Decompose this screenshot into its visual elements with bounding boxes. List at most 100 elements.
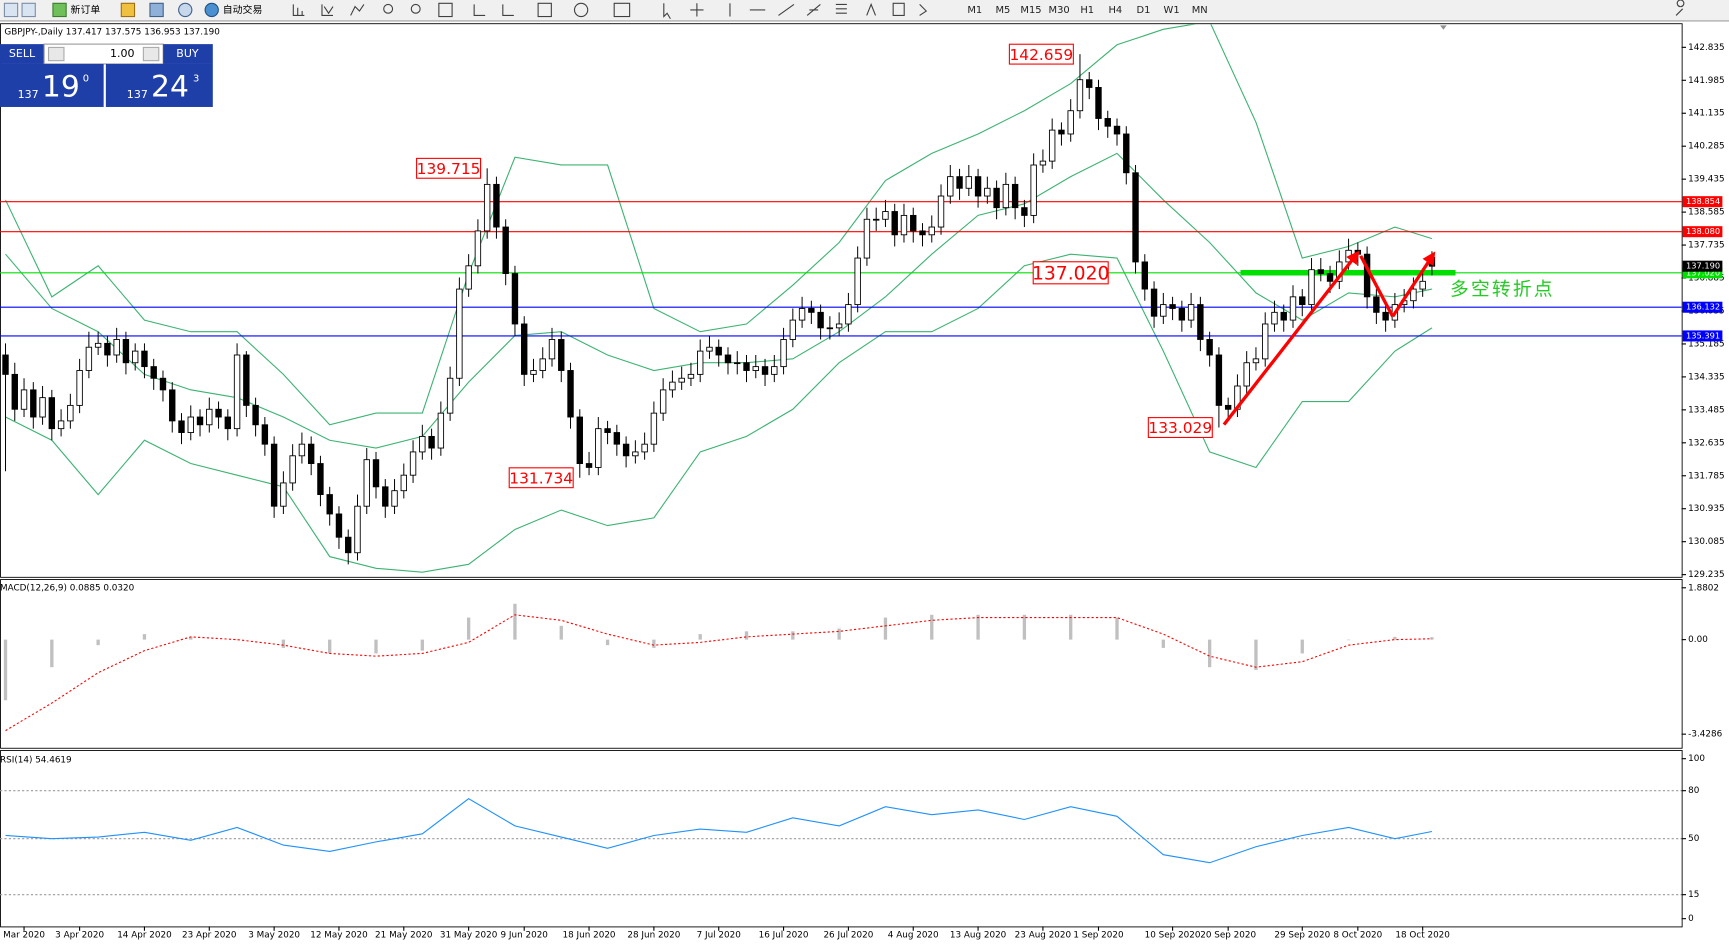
price-big-figure: 137 <box>127 88 148 101</box>
tool-icon[interactable] <box>3 2 19 18</box>
candle-body <box>233 354 241 430</box>
timeframe-button[interactable]: MN <box>1192 5 1208 16</box>
macd-bar <box>883 617 888 640</box>
label-icon[interactable] <box>892 2 905 16</box>
crosshair-icon[interactable] <box>690 3 704 17</box>
candle-body <box>493 183 500 228</box>
fibo-icon[interactable] <box>835 3 847 14</box>
y-tick-label: 141.985 <box>1688 76 1724 86</box>
timeframe-button[interactable]: H4 <box>1108 5 1122 16</box>
candle-body <box>1067 110 1074 135</box>
y-tick-label: 134.335 <box>1688 372 1724 382</box>
macd-bar <box>420 639 424 651</box>
tile-icon[interactable] <box>438 2 453 18</box>
candle-body <box>1224 404 1232 410</box>
price-label-box <box>508 467 574 489</box>
new-order-button[interactable]: 新订单 <box>52 2 100 18</box>
x-tick-label: 16 Jul 2020 <box>759 931 809 941</box>
candle-body <box>743 362 750 371</box>
timeframe-button[interactable]: M5 <box>995 5 1010 16</box>
candle-body <box>1373 296 1380 313</box>
candle-body <box>1039 160 1047 166</box>
macd-plot <box>3 603 1434 732</box>
macd-bar <box>466 617 471 640</box>
lots-down[interactable] <box>47 46 65 62</box>
auto-trading-button[interactable]: 自动交易 <box>204 2 262 18</box>
candle-body <box>650 412 658 445</box>
y-tick-label: 100 <box>1688 754 1705 764</box>
shift-icon[interactable] <box>502 4 514 16</box>
candle-body <box>659 389 667 414</box>
buy-button[interactable] <box>163 44 213 64</box>
timeframe-button[interactable]: D1 <box>1137 5 1151 16</box>
candle-body <box>307 443 315 464</box>
timeframe-button[interactable]: W1 <box>1164 5 1180 16</box>
timeframe-button[interactable]: M30 <box>1049 5 1070 16</box>
candle-body <box>947 176 954 197</box>
candle-body <box>1243 362 1250 387</box>
macd-bar <box>1207 639 1212 668</box>
timeframe-button[interactable]: H1 <box>1080 5 1094 16</box>
zoom-in-icon[interactable] <box>383 3 394 14</box>
x-tick-label: 3 Apr 2020 <box>55 931 104 941</box>
macd-signal <box>5 614 1432 732</box>
zoom-out-icon[interactable] <box>410 3 421 14</box>
buy-price-box[interactable] <box>105 63 213 107</box>
templates-icon[interactable] <box>613 2 631 18</box>
lots-up[interactable] <box>142 46 160 62</box>
candle-body <box>548 339 556 360</box>
button-icon <box>204 2 219 18</box>
line-icon[interactable] <box>350 4 365 16</box>
indicators-icon[interactable] <box>537 2 552 18</box>
candle-body <box>845 304 852 325</box>
channel-icon[interactable] <box>806 3 821 16</box>
timeframe-button[interactable]: M15 <box>1020 5 1041 16</box>
y-tick-label: 130.085 <box>1688 537 1724 547</box>
sell-label: SELL <box>9 47 36 60</box>
candle-body <box>437 412 445 449</box>
bar-chart-icon[interactable] <box>292 4 305 16</box>
scroll-icon[interactable] <box>473 4 486 16</box>
timeframe-button[interactable]: M1 <box>967 5 982 16</box>
sell-price-box[interactable] <box>0 63 104 107</box>
tool-icon[interactable] <box>178 2 193 18</box>
candle-body <box>169 389 176 422</box>
level-callout-box <box>1032 261 1109 285</box>
candle-body <box>1419 280 1426 290</box>
tool-icon[interactable] <box>149 2 164 18</box>
candle-body <box>113 339 120 356</box>
tool-icon[interactable] <box>120 2 136 18</box>
candle-body <box>270 443 278 507</box>
candle-body <box>891 211 898 236</box>
arrows-icon[interactable] <box>919 4 928 16</box>
candle-body <box>1215 354 1223 406</box>
macd-bar <box>1022 614 1027 640</box>
periods-icon[interactable] <box>573 2 589 18</box>
trade-panel: SELL 1.00 BUY 137 19 0 137 24 3 <box>0 43 213 107</box>
candle-body <box>483 183 491 232</box>
level-tag-label: 138.080 <box>1686 226 1720 236</box>
toolbar-bg <box>0 0 1729 21</box>
candle-body <box>798 308 806 321</box>
search-icon[interactable] <box>1675 0 1685 16</box>
cursor-icon[interactable] <box>663 3 671 20</box>
candle-body <box>363 459 370 507</box>
candle-body <box>326 494 333 515</box>
rsi-line <box>5 797 1433 864</box>
tool-icon[interactable] <box>21 2 36 18</box>
candle-body <box>335 513 343 538</box>
macd-bar <box>1161 639 1165 648</box>
level-tag <box>1682 196 1723 208</box>
y-tick-label: 141.135 <box>1688 109 1724 119</box>
candle-body <box>1262 323 1269 360</box>
candle-body <box>530 370 537 375</box>
candle-body <box>354 505 361 554</box>
y-tick-label: 132.635 <box>1688 438 1724 448</box>
candle-body <box>20 389 28 410</box>
candle-body <box>131 350 139 364</box>
candle-icon[interactable] <box>321 4 334 16</box>
y-tick-label: 80 <box>1688 786 1700 796</box>
trendline-icon[interactable] <box>778 3 795 16</box>
text-icon[interactable] <box>866 2 877 16</box>
sell-button[interactable] <box>0 44 45 64</box>
